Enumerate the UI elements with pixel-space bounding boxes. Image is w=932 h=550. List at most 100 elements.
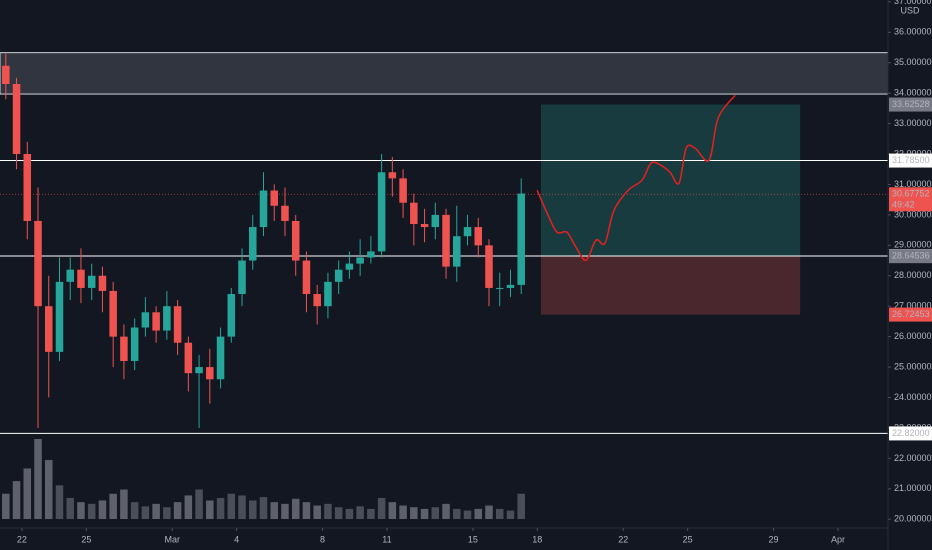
candle-body [345,263,354,270]
currency-label: USD [900,5,920,15]
x-tick-label: Apr [831,534,845,544]
price-label-bg [889,187,932,212]
x-tick-label: 4 [234,534,239,544]
volume-bar [141,506,150,519]
candle-body [238,260,246,295]
candle-body [109,290,117,337]
candle-body [184,342,193,374]
y-tick-label: 22.00000 [894,453,932,463]
volume-bar [173,502,182,519]
price-label: 33.62528 [892,99,930,109]
volume-bar [442,503,450,519]
volume-bar [453,508,461,519]
candle-body [87,275,96,288]
y-tick-label: 21.00000 [894,483,932,493]
volume-bar [313,505,321,519]
volume-bar [259,497,268,519]
volume-bar [270,502,278,519]
candle-body [23,154,32,221]
y-tick-label: 25.00000 [894,361,932,371]
y-tick-label: 20.00000 [894,514,932,524]
candle-body [410,202,418,225]
price-label: 31.78500 [892,155,930,165]
candle-body [130,327,139,361]
volume-bar [163,507,171,519]
x-tick-label: 15 [468,534,478,544]
target-area [540,104,801,257]
candle-body [356,257,364,264]
volume-bar [12,481,21,519]
volume-bar [249,500,257,519]
volume-bar [98,500,107,519]
volume-bar [66,497,74,519]
volume-bar [420,508,429,519]
volume-bar [485,505,493,519]
stop-area [540,256,801,315]
candle-body [453,236,461,267]
candle-body [291,220,300,261]
x-tick-label: 22 [17,534,27,544]
volume-bar [216,497,225,519]
candle-body [485,245,493,288]
candle-body [474,227,483,246]
volume-bar [184,495,193,519]
candle-body [12,84,21,155]
y-tick-label: 36.00000 [894,27,932,37]
candle-body [98,275,107,291]
volume-bar [44,460,53,519]
candle-body [163,306,171,331]
y-tick-label: 28.00000 [894,270,932,280]
y-tick-label: 35.00000 [894,57,932,67]
volume-bar [34,439,42,519]
x-tick-label: 11 [382,534,391,544]
candle-body [55,281,64,352]
projection-line [536,94,736,261]
x-tick-label: 25 [81,534,91,544]
candle-body [463,227,472,237]
volume-bar [431,507,440,519]
resistance-zone [0,52,889,95]
candle-body [388,172,397,179]
candle-body [281,205,289,221]
candle-body [77,269,85,288]
price-label: 22.82000 [892,428,930,438]
price-label: 30.67752 [892,189,930,199]
candle-body [216,336,225,380]
volume-bar [356,506,364,519]
y-tick-label: 31.00000 [894,179,932,189]
volume-bar [506,510,515,519]
volume-bar [463,510,472,519]
volume-bar [377,497,386,519]
candle-body [34,220,42,307]
y-tick-label: 32.00000 [894,148,932,158]
candle-body [141,312,150,328]
x-tick-label: Mar [164,534,180,544]
candle-body [206,367,214,380]
price-label-bg [889,307,932,322]
volume-bar [206,500,214,519]
volume-bar [227,493,236,519]
candle-body [442,214,450,267]
volume-bar [517,493,525,519]
candle-body [270,190,278,206]
candle-body [44,306,53,352]
candle-body [431,214,440,228]
candle-body [227,294,236,337]
volume-bar [367,508,375,519]
price-label-bg [889,426,932,441]
candle-body [313,294,321,307]
candle-body [324,281,332,307]
volume-bar [152,503,160,519]
volume-bar [195,489,203,519]
volume-bar [109,493,117,519]
candle-body [249,227,257,261]
candle-body [517,193,525,285]
candle-body [152,312,160,331]
price-label-bg [889,153,932,168]
candle-body [2,65,10,85]
candle-body [173,306,182,343]
volume-bar [281,503,289,519]
volume-bar [324,503,332,519]
